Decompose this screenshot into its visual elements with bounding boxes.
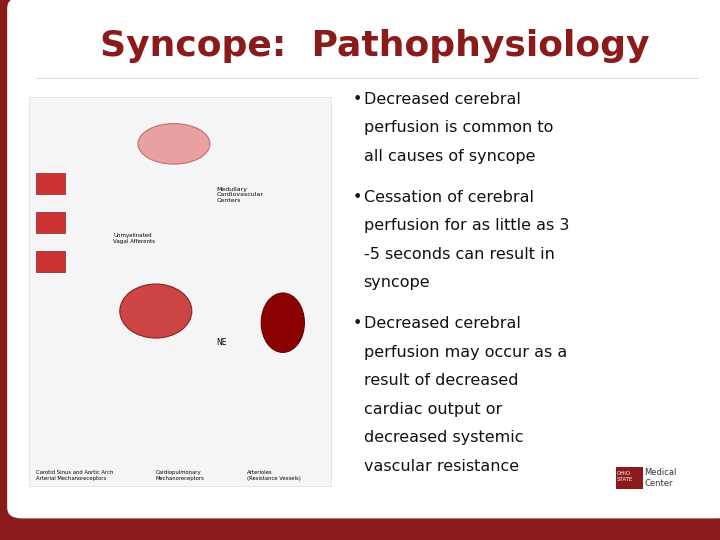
Text: •: • bbox=[353, 92, 362, 107]
Text: Medical
Center: Medical Center bbox=[644, 468, 677, 488]
Text: Cardiopulmonary
Mechanoreceptors: Cardiopulmonary Mechanoreceptors bbox=[156, 470, 204, 481]
Ellipse shape bbox=[138, 124, 210, 164]
Ellipse shape bbox=[261, 293, 305, 353]
Text: Medullary
Cardiovascular
Centers: Medullary Cardiovascular Centers bbox=[216, 187, 264, 203]
Text: Unmyelinated
Vagal Afferents: Unmyelinated Vagal Afferents bbox=[114, 233, 156, 244]
Ellipse shape bbox=[120, 284, 192, 338]
Text: •: • bbox=[353, 316, 362, 331]
Text: result of decreased: result of decreased bbox=[364, 373, 518, 388]
Bar bbox=[36, 212, 65, 233]
Bar bbox=[29, 97, 331, 486]
Text: all causes of syncope: all causes of syncope bbox=[364, 149, 535, 164]
Text: perfusion is common to: perfusion is common to bbox=[364, 120, 553, 136]
Text: syncope: syncope bbox=[364, 275, 431, 291]
Text: OHIO
STATE: OHIO STATE bbox=[616, 471, 633, 482]
Text: Decreased cerebral: Decreased cerebral bbox=[364, 316, 521, 331]
Bar bbox=[36, 173, 65, 194]
Text: Carotid Sinus and Aortic Arch
Arterial Mechanoreceptors: Carotid Sinus and Aortic Arch Arterial M… bbox=[36, 470, 113, 481]
Text: Cessation of cerebral: Cessation of cerebral bbox=[364, 190, 534, 205]
Text: Arterioles
(Resistance Vessels): Arterioles (Resistance Vessels) bbox=[246, 470, 300, 481]
Text: decreased systemic: decreased systemic bbox=[364, 430, 523, 445]
Text: Decreased cerebral: Decreased cerebral bbox=[364, 92, 521, 107]
FancyBboxPatch shape bbox=[7, 0, 720, 518]
Text: cardiac output or: cardiac output or bbox=[364, 402, 502, 417]
Bar bbox=[616, 467, 643, 489]
Text: perfusion may occur as a: perfusion may occur as a bbox=[364, 345, 567, 360]
Text: vascular resistance: vascular resistance bbox=[364, 459, 518, 474]
Bar bbox=[36, 251, 65, 272]
Text: •: • bbox=[353, 190, 362, 205]
Text: Syncope:  Pathophysiology: Syncope: Pathophysiology bbox=[99, 29, 649, 63]
Text: -5 seconds can result in: -5 seconds can result in bbox=[364, 247, 554, 262]
Text: perfusion for as little as 3: perfusion for as little as 3 bbox=[364, 218, 569, 233]
Text: NE: NE bbox=[216, 338, 227, 347]
